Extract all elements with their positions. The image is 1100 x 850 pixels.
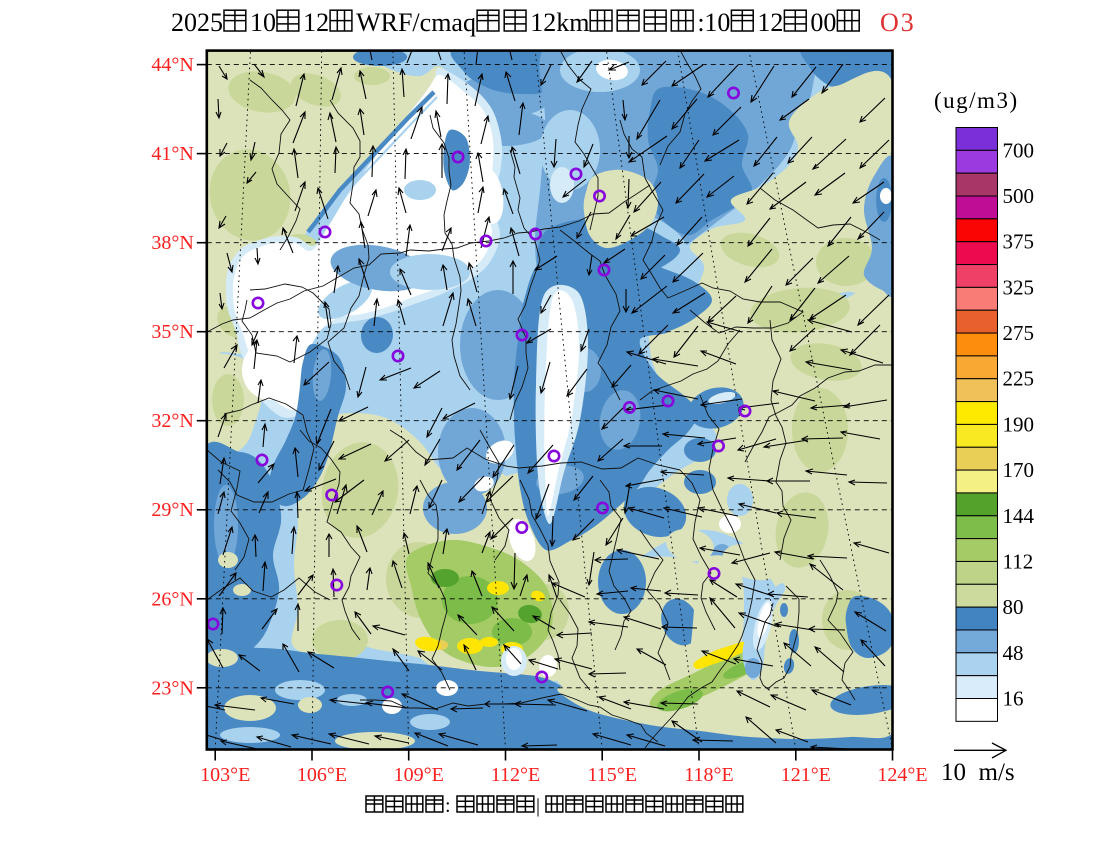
svg-text:26°N: 26°N: [151, 588, 193, 610]
svg-text:144: 144: [1003, 504, 1035, 528]
svg-text:118°E: 118°E: [684, 764, 733, 786]
svg-text:WRF/cmaq: WRF/cmaq: [356, 8, 476, 37]
svg-text:35°N: 35°N: [151, 321, 193, 343]
svg-text:112: 112: [1003, 550, 1034, 574]
svg-text::: :: [445, 795, 451, 817]
svg-text:80: 80: [1003, 595, 1024, 619]
svg-text:170: 170: [1003, 458, 1035, 482]
svg-text:121°E: 121°E: [781, 764, 831, 786]
svg-text:700: 700: [1003, 138, 1035, 162]
svg-text:38°N: 38°N: [151, 232, 193, 254]
svg-text:|: |: [536, 795, 540, 817]
svg-text:375: 375: [1003, 230, 1035, 254]
svg-text:275: 275: [1003, 321, 1035, 345]
svg-text:124°E: 124°E: [877, 764, 927, 786]
svg-text:112°E: 112°E: [491, 764, 540, 786]
svg-text:2025: 2025: [171, 8, 223, 37]
svg-text:10 m/s: 10 m/s: [941, 759, 1015, 786]
svg-text:12: 12: [303, 8, 329, 37]
svg-text:48: 48: [1003, 641, 1024, 665]
svg-text:10: 10: [250, 8, 276, 37]
svg-text:12: 12: [757, 8, 783, 37]
svg-text:109°E: 109°E: [394, 764, 444, 786]
svg-text:225: 225: [1003, 367, 1035, 391]
svg-text:16: 16: [1003, 687, 1024, 711]
svg-text:103°E: 103°E: [200, 764, 250, 786]
svg-text:41°N: 41°N: [151, 143, 193, 165]
svg-text:500: 500: [1003, 184, 1035, 208]
svg-text:115°E: 115°E: [587, 764, 636, 786]
svg-text:325: 325: [1003, 275, 1035, 299]
svg-text:44°N: 44°N: [151, 54, 193, 76]
svg-text:190: 190: [1003, 412, 1035, 436]
svg-text:00: 00: [810, 8, 836, 37]
svg-text:10: 10: [704, 8, 730, 37]
svg-text:12km: 12km: [530, 8, 589, 37]
svg-text:106°E: 106°E: [297, 764, 347, 786]
svg-text:O3: O3: [880, 8, 916, 37]
svg-text:32°N: 32°N: [151, 410, 193, 432]
svg-text:29°N: 29°N: [151, 499, 193, 521]
svg-text:23°N: 23°N: [151, 677, 193, 699]
svg-text::: :: [697, 8, 704, 37]
svg-text:(ug/m3): (ug/m3): [934, 88, 1019, 113]
